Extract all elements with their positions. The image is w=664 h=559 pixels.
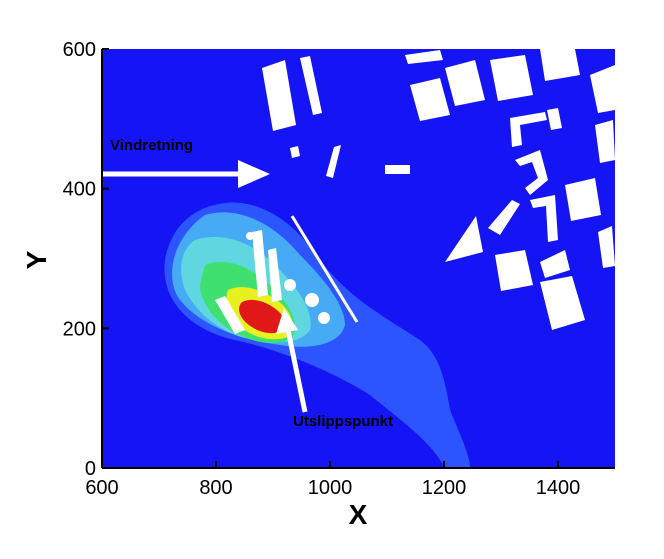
buildings: [215, 49, 615, 334]
x-tick-label: 1400: [536, 477, 581, 499]
annotation: Vindretning: [110, 137, 193, 154]
y-tick-label: 0: [85, 458, 96, 480]
y-tick-label: 200: [63, 318, 96, 340]
y-tick-label: 400: [63, 179, 96, 201]
source-arrow: [276, 308, 308, 413]
x-tick-label: 600: [85, 477, 118, 499]
y-axis-label: Y: [21, 250, 52, 269]
x-tick-label: 1000: [308, 477, 353, 499]
annotation: Utslippspunkt: [293, 413, 393, 430]
x-tick-label: 1200: [422, 477, 467, 499]
wind-arrow: [102, 160, 270, 188]
y-tick-label: 600: [63, 39, 96, 61]
x-axis-label: X: [349, 499, 368, 530]
x-tick-label: 800: [199, 477, 232, 499]
